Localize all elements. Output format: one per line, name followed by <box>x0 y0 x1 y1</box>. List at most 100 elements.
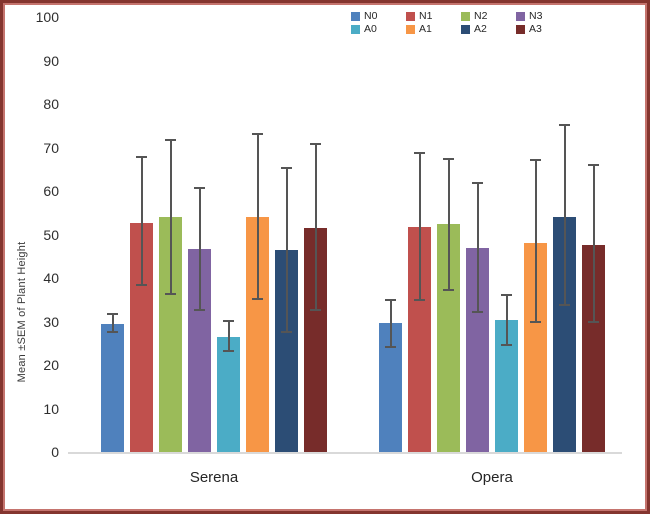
y-tick-label: 100 <box>35 9 59 25</box>
bar-A0-serena <box>217 336 240 452</box>
legend-swatch-N2 <box>461 11 470 21</box>
legend-swatch-A1 <box>406 24 415 34</box>
bar-A2-opera <box>553 216 576 452</box>
legend-item-A2: A2 <box>461 23 487 35</box>
bar-N0-serena <box>101 323 124 452</box>
bar-N2-opera <box>437 224 460 452</box>
legend-label-N0: N0 <box>364 10 378 22</box>
y-tick-label: 0 <box>51 444 59 460</box>
y-tick-label: 70 <box>43 139 59 156</box>
error-bar-cap-bottom-N0-serena <box>107 331 118 334</box>
error-bar-cap-top-N2-serena <box>165 138 176 141</box>
error-bar-N0-opera <box>389 298 392 348</box>
error-bar-N1-opera <box>418 151 421 302</box>
error-bar-cap-top-A0-serena <box>223 320 234 323</box>
y-tick-label: 60 <box>43 183 59 199</box>
legend-item-A0: A0 <box>351 23 377 35</box>
error-bar-cap-bottom-N0-opera <box>385 345 396 348</box>
error-bar-N2-serena <box>169 138 172 295</box>
y-tick-label: 90 <box>43 52 59 69</box>
legend-item-A1: A1 <box>406 23 432 35</box>
bar-chart-canvas: Mean ±SEM of Plant Height 0 10 20 30 40 50 60 7… <box>5 5 645 509</box>
bar-N1-opera <box>408 226 431 452</box>
error-bar-N2-opera <box>447 157 450 291</box>
legend-item-N3: N3 <box>516 10 542 22</box>
legend-item-A3: A3 <box>516 23 542 35</box>
legend-swatch-N0 <box>351 11 360 21</box>
error-bar-cap-top-A1-opera <box>530 158 541 161</box>
error-bar-A1-serena <box>256 132 259 300</box>
error-bar-cap-bottom-A1-opera <box>530 321 541 324</box>
y-tick-label: 50 <box>43 226 59 243</box>
error-bar-cap-top-A3-opera <box>588 164 599 167</box>
chart-frame-inner: Mean ±SEM of Plant Height 0 10 20 30 40 50 60 7… <box>3 3 647 511</box>
error-bar-cap-bottom-N3-serena <box>194 308 205 311</box>
error-bar-cap-top-N0-opera <box>385 298 396 301</box>
error-bar-N3-opera <box>476 182 479 313</box>
error-bar-cap-top-N3-opera <box>472 182 483 185</box>
legend-label-A0: A0 <box>364 23 377 35</box>
legend-label-N1: N1 <box>419 10 433 22</box>
error-bar-cap-bottom-A1-serena <box>252 297 263 300</box>
category-label-serena: Serena <box>189 469 239 486</box>
error-bar-cap-top-A0-opera <box>501 294 512 297</box>
bar-A1-serena <box>246 217 269 452</box>
error-bar-A2-serena <box>285 166 288 333</box>
legend-swatch-A0 <box>351 24 360 34</box>
error-bar-cap-bottom-A2-serena <box>281 330 292 333</box>
error-bar-cap-bottom-N2-serena <box>165 292 176 295</box>
legend-label-A2: A2 <box>474 23 487 35</box>
error-bar-A3-serena <box>314 143 317 312</box>
error-bar-cap-top-N2-opera <box>443 157 454 160</box>
bar-N0-opera <box>379 323 402 452</box>
error-bar-cap-bottom-N3-opera <box>472 310 483 313</box>
error-bar-cap-top-N1-opera <box>414 151 425 154</box>
y-tick-label: 20 <box>43 357 59 373</box>
error-bar-cap-top-A3-serena <box>310 143 321 146</box>
legend-item-N1: N1 <box>406 10 432 22</box>
error-bar-cap-bottom-N1-opera <box>414 299 425 302</box>
error-bar-A0-opera <box>505 294 508 346</box>
legend-swatch-N1 <box>406 11 415 21</box>
y-tick-label: 10 <box>43 400 59 417</box>
bar-N1-serena <box>130 222 153 452</box>
error-bar-cap-bottom-N1-serena <box>136 283 147 286</box>
error-bar-cap-top-A2-opera <box>559 124 570 126</box>
legend-swatch-A3 <box>516 24 525 34</box>
bar-N3-opera <box>466 248 489 452</box>
error-bar-N1-serena <box>140 156 143 286</box>
error-bar-A0-serena <box>227 320 230 352</box>
error-bar-cap-bottom-A3-opera <box>588 321 599 324</box>
bar-A3-serena <box>304 228 327 452</box>
category-label-opera: Opera <box>471 469 513 486</box>
error-bar-N0-serena <box>111 312 114 334</box>
error-bar-cap-top-N3-serena <box>194 186 205 189</box>
legend-item-N0: N0 <box>351 10 377 22</box>
legend-label-N3: N3 <box>529 10 543 22</box>
error-bar-cap-bottom-A2-opera <box>559 303 570 306</box>
error-bar-cap-top-N1-serena <box>136 156 147 159</box>
bar-A3-opera <box>582 245 605 452</box>
error-bar-cap-bottom-A3-serena <box>310 309 321 312</box>
y-tick-label: 80 <box>43 96 59 112</box>
y-tick-label: 40 <box>43 270 59 286</box>
legend-label-A3: A3 <box>529 23 542 35</box>
error-bar-cap-top-A1-serena <box>252 132 263 135</box>
bar-A2-serena <box>275 250 298 452</box>
legend-label-A1: A1 <box>419 23 432 35</box>
error-bar-A2-opera <box>563 124 566 306</box>
error-bar-A3-opera <box>592 164 595 324</box>
legend-label-N2: N2 <box>474 10 488 22</box>
error-bar-cap-bottom-N2-opera <box>443 288 454 291</box>
error-bar-cap-bottom-A0-opera <box>501 343 512 346</box>
legend-swatch-N3 <box>516 11 525 21</box>
bar-A0-opera <box>495 320 518 452</box>
bar-N2-serena <box>159 217 182 452</box>
error-bar-A1-opera <box>534 158 537 324</box>
bar-N3-serena <box>188 248 211 452</box>
error-bar-N3-serena <box>198 186 201 311</box>
error-bar-cap-top-A2-serena <box>281 166 292 169</box>
y-tick-label: 30 <box>43 313 59 330</box>
error-bar-cap-bottom-A0-serena <box>223 349 234 352</box>
